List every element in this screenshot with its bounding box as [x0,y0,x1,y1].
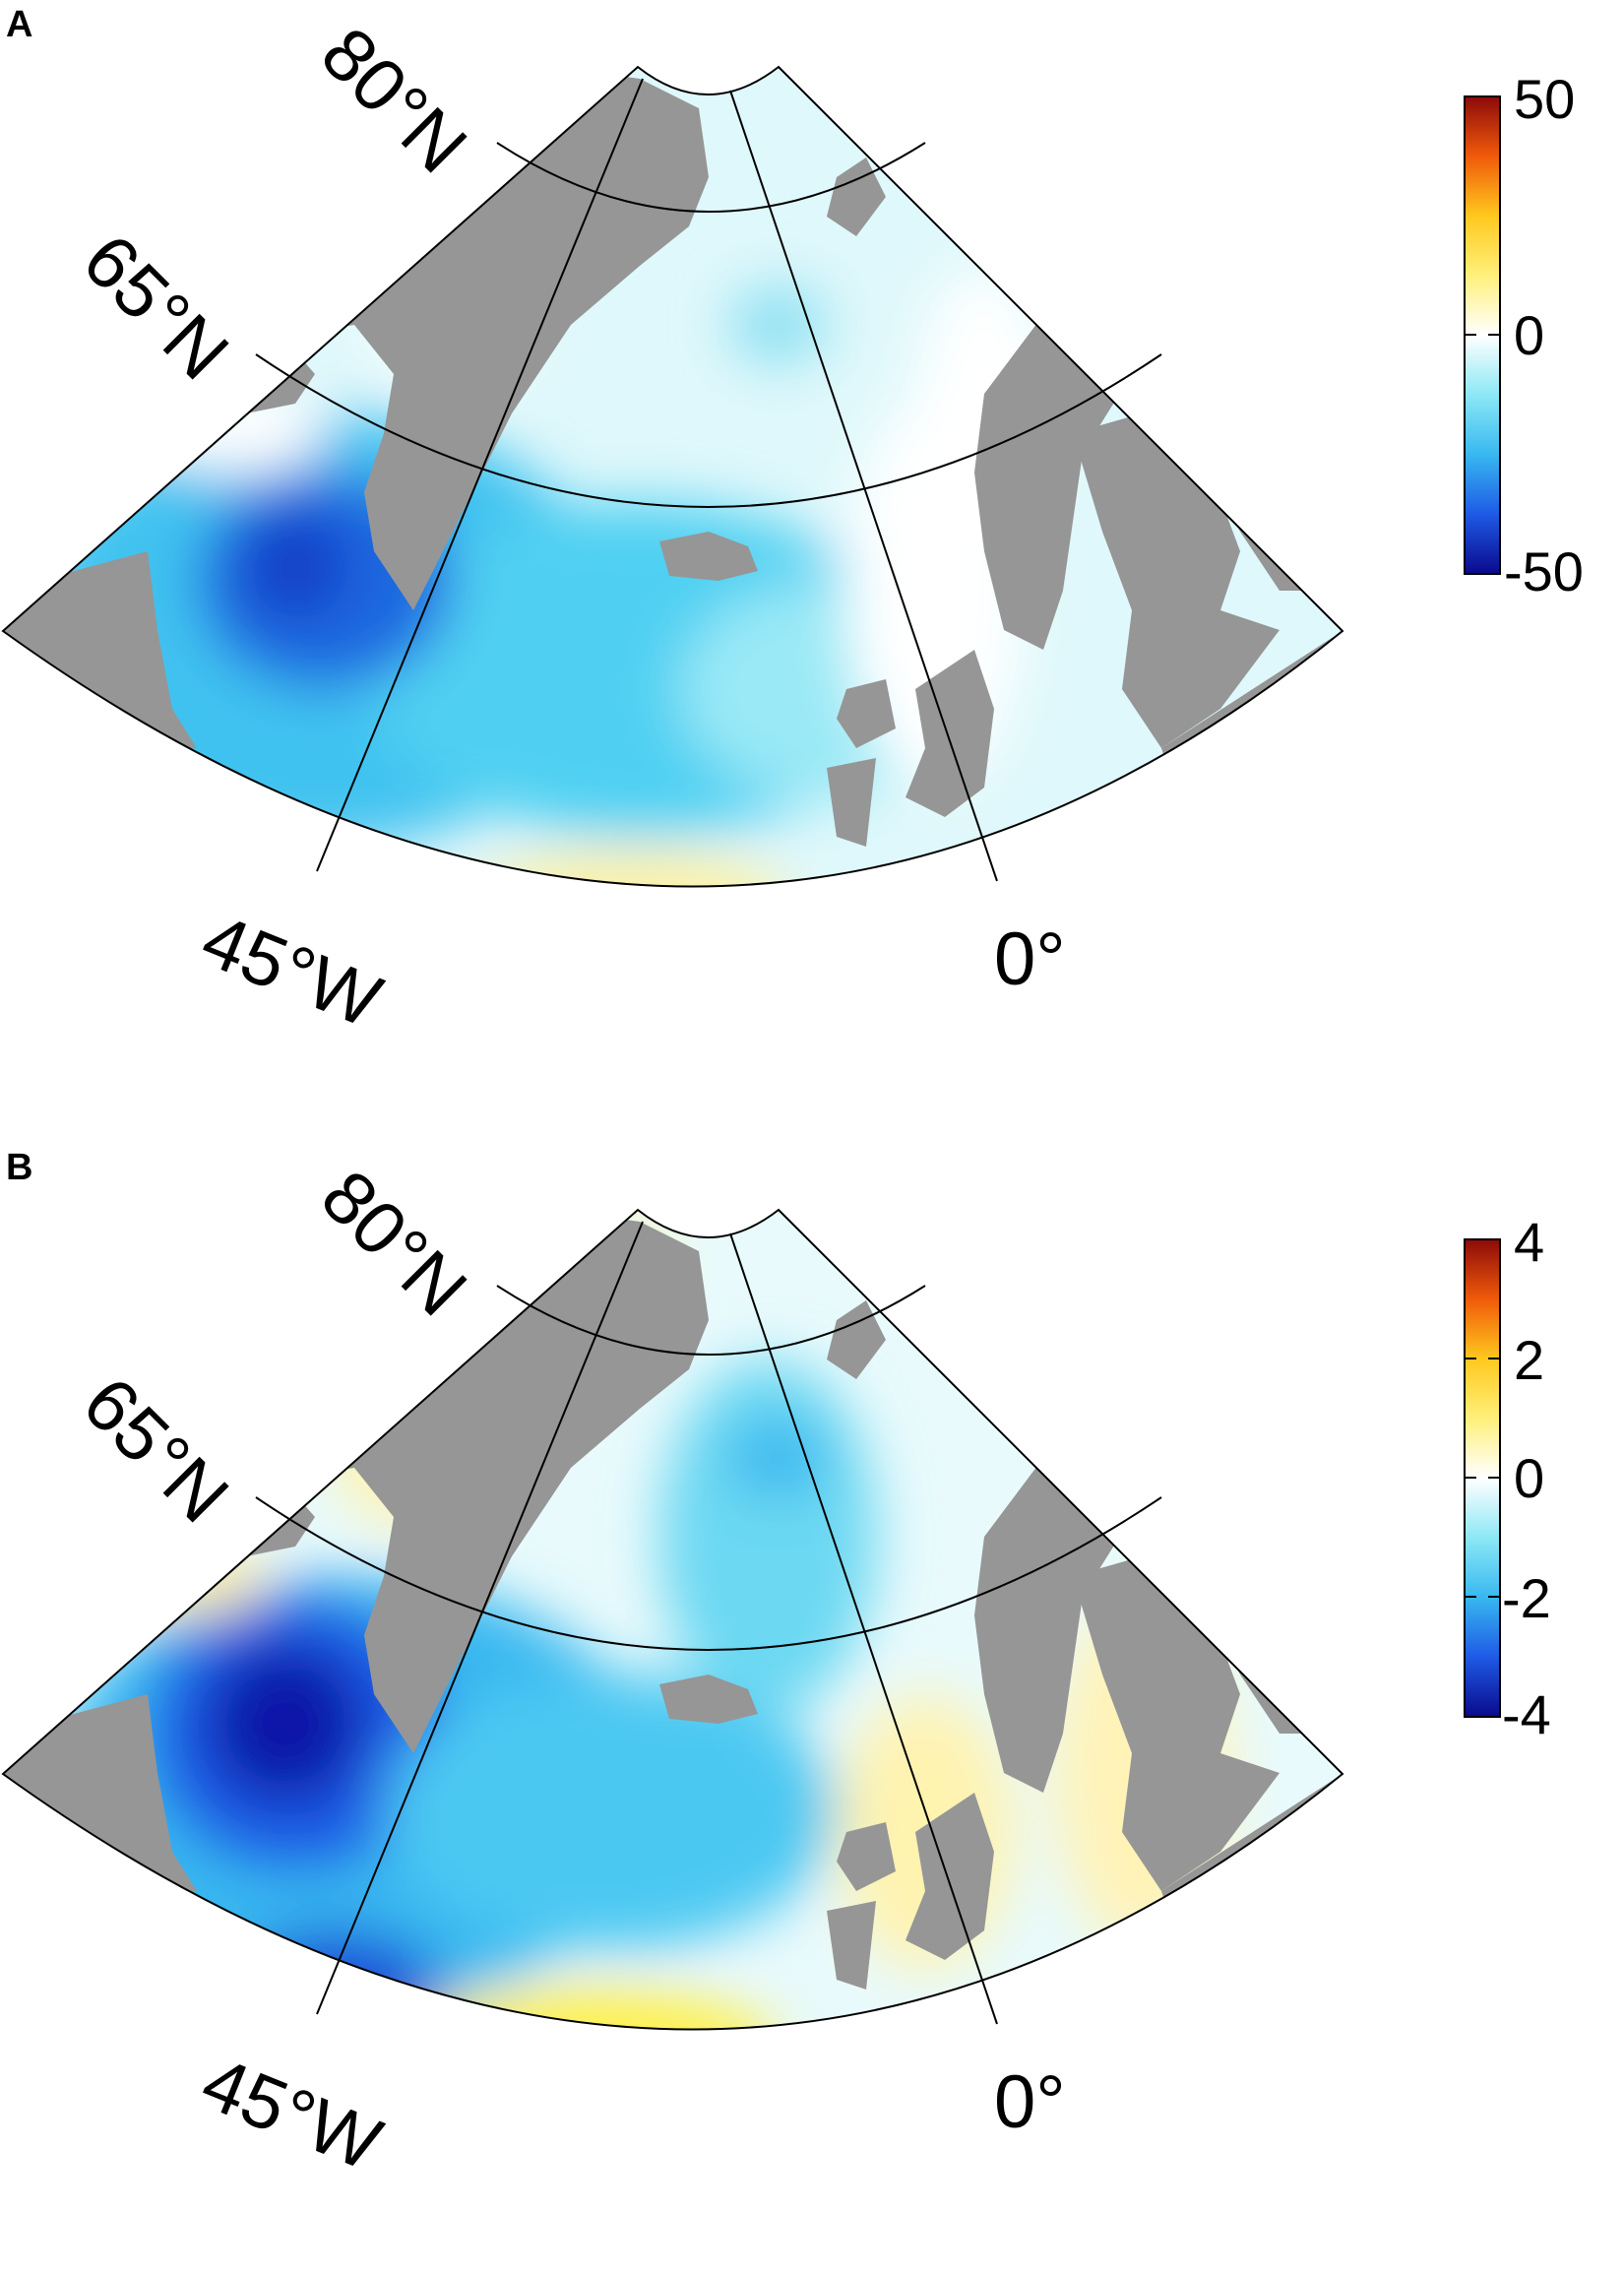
panel-letter: B [6,1147,33,1188]
map-b: 80°N 65°N 45°W 0° 4 2 0 -2 -4 [1,1155,1551,2187]
parallel-80n [496,1285,926,1356]
colorbar-tick: 50 [1514,68,1575,130]
colorbar-tick: 2 [1514,1329,1544,1391]
map-frame [1,65,1344,888]
lat-label-65n: 65°N [67,219,244,396]
colorbar-tick: 4 [1514,1211,1544,1273]
lat-label-80n: 80°N [305,1155,482,1332]
meridian-45w [316,78,644,872]
meridian-0 [729,90,998,882]
panel-b: B [0,1143,1624,2275]
map-a: 80°N 65°N 45°W 0° 50 0 -50 [1,12,1584,1044]
colorbar-tick: 0 [1514,1447,1544,1509]
meridian-0 [729,1232,998,2025]
lon-label-45w: 45°W [191,2041,393,2187]
parallel-65n [255,353,1162,508]
lon-label-0: 0° [994,2060,1066,2144]
lon-label-0: 0° [994,917,1066,1001]
lon-label-45w: 45°W [191,898,393,1044]
panel-a: A [0,0,1624,1132]
meridian-45w [316,1221,644,2015]
colorbar-tick: -4 [1502,1683,1551,1745]
parallel-65n [255,1496,1162,1651]
graticule [255,1221,1162,2025]
colorbar-tick: 0 [1514,304,1544,366]
map-frame [1,1208,1344,2031]
lat-label-80n: 80°N [305,12,482,189]
lat-label-65n: 65°N [67,1361,244,1539]
colorbar-tick: -2 [1502,1567,1551,1629]
colorbar-tick: -50 [1504,540,1584,602]
parallel-80n [496,142,926,213]
panel-letter: A [6,4,33,45]
colorbar-a: 50 0 -50 [1464,68,1584,602]
graticule [255,78,1162,882]
colorbar-b: 4 2 0 -2 -4 [1464,1211,1551,1745]
